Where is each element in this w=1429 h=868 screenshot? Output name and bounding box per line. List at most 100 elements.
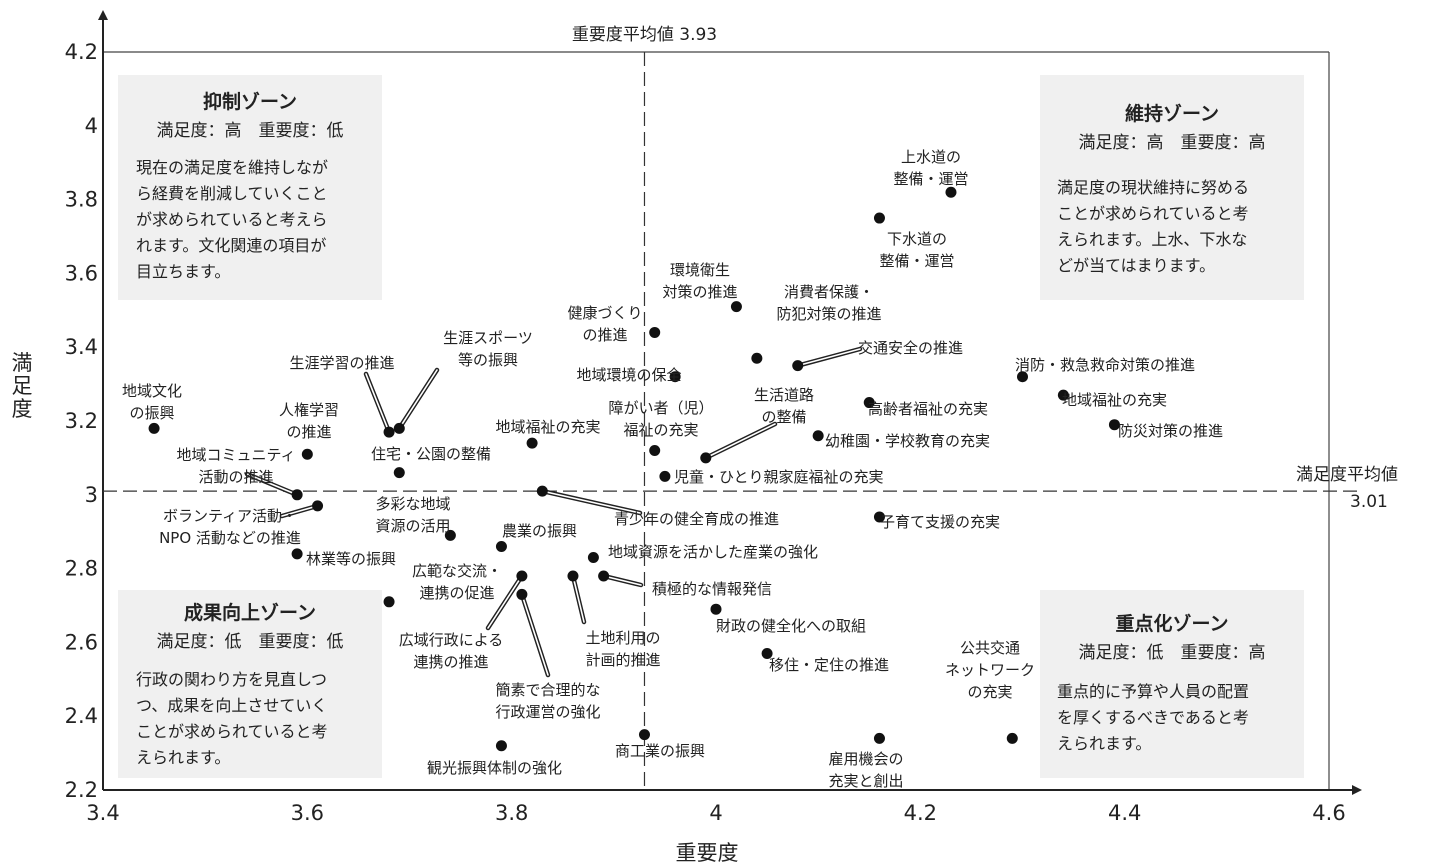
leader-line-inner <box>572 575 585 623</box>
data-point-label: 簡素で合理的な <box>495 681 600 699</box>
data-point <box>873 511 885 523</box>
data-point <box>1017 371 1028 383</box>
data-point-label: NPO 活動などの推進 <box>159 529 301 547</box>
data-point-label: 地域資源を活かした産業の強化 <box>608 543 818 561</box>
data-point-label: 生涯学習の推進 <box>289 354 394 372</box>
x-tick-label: 4.4 <box>1108 801 1141 825</box>
data-point-label: 環境衛生 <box>670 261 730 279</box>
zone-description: を厚くするべきであると考 <box>1057 708 1249 727</box>
data-point-label: 多彩な地域 <box>375 495 450 513</box>
data-point <box>669 371 681 383</box>
leader-line-inner <box>796 348 861 367</box>
data-point <box>761 647 773 659</box>
data-point-label: 観光振興体制の強化 <box>427 759 562 777</box>
zone-description: 目立ちます。 <box>136 262 230 281</box>
data-point <box>587 552 599 564</box>
data-point-label: 土地利用の <box>585 629 660 647</box>
data-point <box>516 570 528 582</box>
data-point <box>526 437 538 449</box>
data-point <box>291 489 303 501</box>
zone-subtitle: 満足度：低 重要度：高 <box>1079 643 1266 663</box>
satisfaction-average-label: 満足度平均値 <box>1296 465 1398 485</box>
x-tick-label: 3.6 <box>291 801 324 825</box>
leader-line-inner <box>541 490 641 514</box>
leader-line-inner <box>365 373 390 433</box>
zone-background <box>118 590 382 778</box>
y-tick-label: 3.4 <box>65 335 98 359</box>
data-point-label: 林業等の振興 <box>306 550 396 568</box>
data-point-label: の推進 <box>582 326 627 344</box>
data-point-label: 移住・定住の推進 <box>769 656 889 674</box>
data-point <box>649 445 661 457</box>
zone-title: 成果向上ゾーン <box>184 601 316 624</box>
zone-background <box>1040 590 1304 778</box>
data-point-label: 障がい者（児） <box>608 399 713 417</box>
data-point-label: 防災対策の推進 <box>1118 422 1223 440</box>
data-point-label: 資源の活用 <box>375 517 450 535</box>
data-point-label: 防犯対策の推進 <box>776 305 881 323</box>
zone-title: 抑制ゾーン <box>203 90 297 113</box>
x-tick-label: 3.4 <box>86 801 119 825</box>
data-point-label: 広域行政による <box>399 631 504 649</box>
data-point-label: 活動の推進 <box>198 468 273 486</box>
leader-line-inner <box>398 369 438 430</box>
data-point <box>751 352 763 364</box>
y-tick-label: 3.6 <box>65 261 98 285</box>
leader-line-inner <box>602 575 642 586</box>
x-tick-label: 4.2 <box>904 801 937 825</box>
data-point-label: 積極的な情報発信 <box>652 580 772 598</box>
data-point <box>638 729 650 741</box>
data-point <box>598 570 610 582</box>
data-point-label: の充実 <box>967 683 1012 701</box>
x-axis-title: 重要度 <box>676 841 739 865</box>
data-point-label: の振興 <box>129 404 174 422</box>
data-point <box>873 212 885 224</box>
data-point <box>730 301 742 313</box>
data-point-label: 財政の健全化への取組 <box>716 617 866 635</box>
data-point <box>383 596 395 608</box>
zone-description: えられます。 <box>136 748 230 767</box>
data-point <box>393 467 405 479</box>
data-point-label: 子育て支援の充実 <box>880 513 1000 531</box>
data-point-label: 整備・運営 <box>893 170 968 188</box>
data-point-label: 上水道の <box>901 148 961 166</box>
zone-subtitle: 満足度：低 重要度：低 <box>157 632 344 652</box>
importance-average-label: 重要度平均値 3.93 <box>572 25 717 45</box>
data-point-label: 連携の促進 <box>419 584 494 602</box>
zone-subtitle: 満足度：高 重要度：低 <box>157 121 344 141</box>
data-point-label: 幼稚園・学校教育の充実 <box>825 432 990 450</box>
y-axis-title: 満足度 <box>12 351 33 421</box>
data-point-label: 青少年の健全育成の推進 <box>614 510 779 528</box>
data-point-label: 生涯スポーツ <box>443 329 533 347</box>
data-point <box>649 326 661 338</box>
data-point-label: 農業の振興 <box>502 522 577 540</box>
data-point-label: 消費者保護・ <box>784 283 874 301</box>
leader-line-inner <box>704 423 776 459</box>
data-point <box>312 500 324 512</box>
data-point-label: 商工業の振興 <box>615 742 705 760</box>
data-point-label: 下水道の <box>887 230 947 248</box>
zone-description: ら経費を削減していくこと <box>136 184 328 203</box>
x-tick-label: 4.6 <box>1312 801 1345 825</box>
data-point-label: ネットワーク <box>945 661 1035 679</box>
data-point <box>301 448 313 460</box>
data-point-label: 対策の推進 <box>662 283 737 301</box>
y-tick-label: 4 <box>85 114 98 138</box>
data-point-label: 地域福祉の充実 <box>1062 391 1167 409</box>
data-point-label: 児童・ひとり親家庭福祉の充実 <box>674 468 884 486</box>
data-point-label: 雇用機会の <box>828 750 903 768</box>
zone-description: が求められていると考えら <box>136 210 328 229</box>
data-point <box>700 452 712 464</box>
data-point <box>516 588 528 600</box>
data-point <box>812 430 824 442</box>
data-point <box>710 603 722 615</box>
data-point <box>792 360 804 372</box>
data-point <box>567 570 579 582</box>
data-point-label: 連携の推進 <box>413 653 488 671</box>
data-point <box>148 422 160 434</box>
y-tick-label: 3.2 <box>65 409 98 433</box>
zone-description: 重点的に予算や人員の配置 <box>1057 682 1249 701</box>
